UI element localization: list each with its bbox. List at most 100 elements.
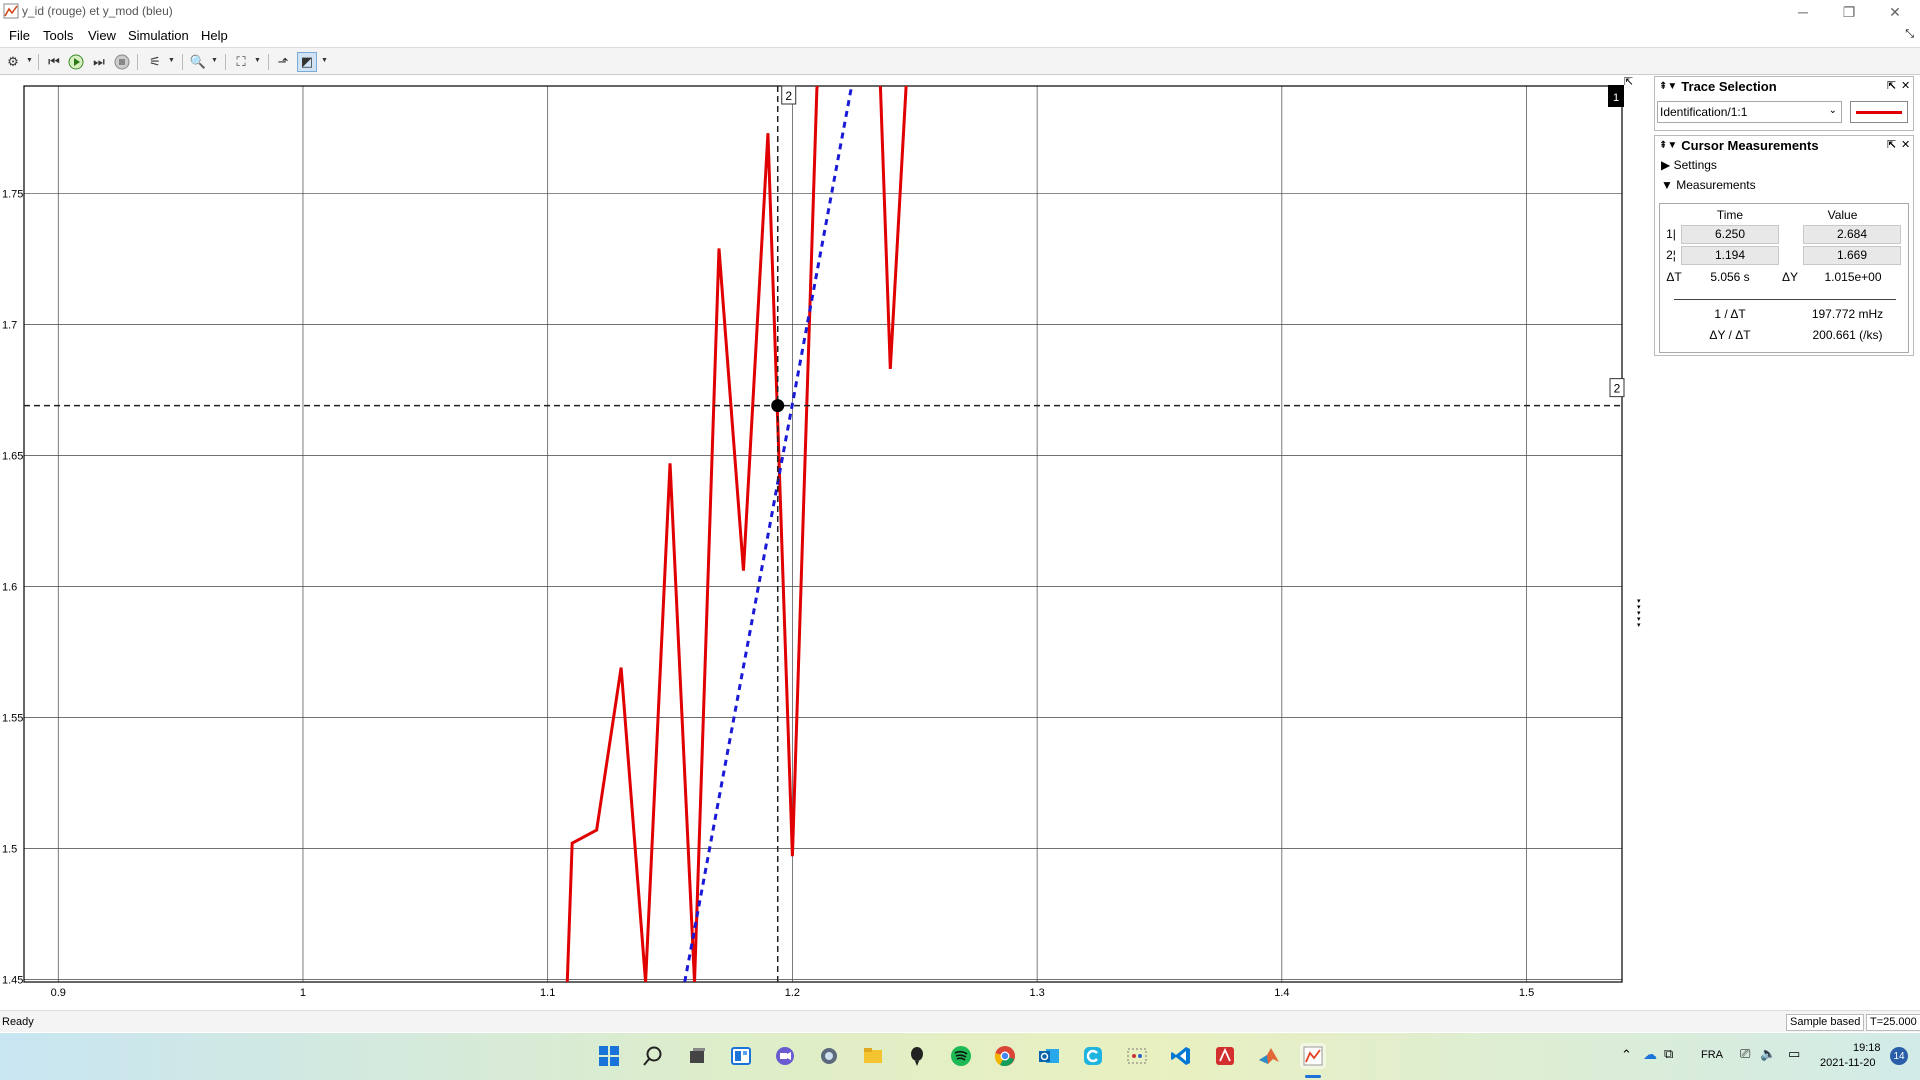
menu-bar: File Tools View Simulation Help ⤡: [0, 24, 1920, 46]
spotify-icon[interactable]: [948, 1043, 974, 1069]
cursor1-time[interactable]: 6.250: [1681, 225, 1779, 244]
pin-icon[interactable]: ⇞▼: [1659, 139, 1678, 151]
cursor1-label: 1|: [1666, 227, 1676, 241]
zoom-dropdown-icon[interactable]: ▼: [211, 57, 218, 64]
title-bar: y_id (rouge) et y_mod (bleu) ─ ❐ ✕: [0, 0, 1920, 24]
status-bar: Ready Sample based T=25.000: [0, 1010, 1920, 1032]
settings-label: Settings: [1673, 158, 1717, 172]
x-tick-label: 1.2: [785, 987, 800, 999]
teams-chat-icon[interactable]: [772, 1043, 798, 1069]
toolbar-separator: [182, 54, 183, 70]
x-tick-label: 1.3: [1029, 987, 1044, 999]
y-tick-label: 1.75: [2, 188, 23, 200]
trace-line-sample: [1856, 111, 1902, 114]
scope-plot-area[interactable]: 0.9 1 1.1 1.2 1.3 1.4 1.5 1.45 1.5 1.55 1.6 1.65 1.7…: [0, 75, 1650, 1004]
menu-tools[interactable]: Tools: [43, 28, 74, 43]
undock-plot-icon[interactable]: ⇱: [1624, 75, 1633, 88]
fit-icon[interactable]: ⛶: [236, 54, 246, 69]
menu-simulation[interactable]: Simulation: [128, 28, 189, 43]
cursor-dropdown-icon[interactable]: ▼: [321, 57, 328, 64]
clock-date[interactable]: 2021-11-20: [1820, 1057, 1876, 1069]
trace-dropdown[interactable]: Identification/1:1 ⌄: [1657, 101, 1842, 123]
measurements-section-toggle[interactable]: ▼ Measurements: [1661, 178, 1756, 192]
alienware-icon[interactable]: [904, 1043, 930, 1069]
matlab-icon[interactable]: [1256, 1043, 1282, 1069]
series-y-mod-line: [683, 88, 853, 982]
tray-overflow-icon[interactable]: ⌃: [1621, 1047, 1632, 1062]
trace-selection-title: Trace Selection: [1681, 78, 1777, 94]
notification-badge[interactable]: 14: [1890, 1047, 1908, 1065]
step-back-icon[interactable]: ⏮: [48, 54, 60, 69]
horizontal-cursor-label: 2: [1614, 382, 1621, 396]
menu-help[interactable]: Help: [201, 28, 228, 43]
cursor-measurements-icon[interactable]: ◩: [297, 52, 317, 72]
y-tick-label: 1.5: [2, 843, 17, 855]
trace-selection-panel: ⇞▼ Trace Selection ⇱ ✕ Identification/1:…: [1654, 76, 1914, 131]
undock-icon[interactable]: ⇱: [1887, 80, 1897, 92]
snipping-tool-icon[interactable]: [1124, 1043, 1150, 1069]
menu-overflow-icon[interactable]: ⤡: [1905, 28, 1914, 40]
zoom-icon[interactable]: 🔍: [189, 54, 207, 69]
toolbar: ⚙ ▼ ⏮ ⏭ ⚟ ▼ 🔍 ▼ ⛶ ▼ ⬏ ◩ ▼: [0, 47, 1920, 75]
pin-icon[interactable]: ⇞▼: [1659, 80, 1678, 92]
measurements-divider: [1674, 299, 1896, 300]
language-indicator[interactable]: FRA: [1701, 1049, 1723, 1061]
horizontal-cursor-tag[interactable]: [1609, 378, 1625, 398]
display-icon[interactable]: ⎚: [1740, 1046, 1751, 1061]
col-value-header: Value: [1827, 208, 1858, 222]
highlight-icon[interactable]: ⚟: [149, 54, 161, 69]
inverse-delta-t-label: 1 / ΔT: [1714, 307, 1746, 321]
measurements-table: Time Value 1| 6.250 2.684 2¦ 1.194 1.669…: [1659, 203, 1909, 353]
cursor-1-marker[interactable]: [1608, 85, 1624, 107]
task-view-icon[interactable]: [684, 1043, 710, 1069]
settings-icon[interactable]: ⚙: [7, 54, 19, 69]
search-icon[interactable]: [640, 1043, 666, 1069]
clock-time[interactable]: 19:18: [1853, 1042, 1881, 1054]
status-sample-mode: Sample based: [1786, 1014, 1865, 1031]
y-tick-label: 1.65: [2, 450, 23, 462]
toolbar-separator: [38, 54, 39, 70]
panel-collapse-arrows[interactable]: ▾ ▾ ▾ ▾ ▾: [1637, 598, 1641, 629]
triggers-icon[interactable]: ⬏: [277, 54, 289, 69]
minimize-button[interactable]: ─: [1798, 4, 1808, 20]
step-forward-icon[interactable]: ⏭: [93, 54, 105, 69]
status-sim-time: T=25.000: [1866, 1014, 1920, 1031]
app-c-icon[interactable]: [1080, 1043, 1106, 1069]
scope-plot[interactable]: 0.9 1 1.1 1.2 1.3 1.4 1.5 1.45 1.5 1.55 1.6 1.65 1.7…: [0, 75, 1650, 1004]
run-icon[interactable]: [66, 52, 86, 72]
menu-view[interactable]: View: [88, 28, 116, 43]
battery-icon[interactable]: ▭: [1788, 1046, 1801, 1061]
close-button[interactable]: ✕: [1889, 3, 1901, 20]
trace-color-swatch[interactable]: [1850, 101, 1908, 123]
inverse-delta-t-value: 197.772 mHz: [1811, 307, 1884, 321]
menu-file[interactable]: File: [9, 28, 30, 43]
chrome-icon[interactable]: [992, 1043, 1018, 1069]
acrobat-icon[interactable]: [1212, 1043, 1238, 1069]
onedrive-icon[interactable]: ☁: [1643, 1046, 1657, 1062]
highlight-dropdown-icon[interactable]: ▼: [168, 57, 175, 64]
settings-section-toggle[interactable]: ▶ Settings: [1661, 158, 1717, 172]
file-explorer-icon[interactable]: [860, 1043, 886, 1069]
y-tick-label: 1.6: [2, 581, 17, 593]
vscode-icon[interactable]: [1168, 1043, 1194, 1069]
settings-dropdown-icon[interactable]: ▼: [26, 57, 33, 64]
cursor2-time[interactable]: 1.194: [1681, 246, 1779, 265]
settings-gear-icon[interactable]: [816, 1043, 842, 1069]
undock-icon[interactable]: ⇱: [1887, 139, 1897, 151]
vertical-cursor-tag[interactable]: [781, 85, 797, 105]
stop-icon[interactable]: [112, 52, 132, 72]
tray-app-icon[interactable]: ⧉: [1664, 1046, 1674, 1061]
volume-icon[interactable]: 🔈: [1760, 1046, 1777, 1061]
restore-button[interactable]: ❐: [1842, 3, 1856, 20]
x-tick-label: 1: [300, 987, 306, 999]
outlook-icon[interactable]: [1036, 1043, 1062, 1069]
windows-start-icon[interactable]: [596, 1043, 622, 1069]
y-tick-label: 1.55: [2, 712, 23, 724]
cursor1-value: 2.684: [1803, 225, 1901, 244]
scope-window-icon[interactable]: [1300, 1043, 1326, 1069]
fit-dropdown-icon[interactable]: ▼: [254, 57, 261, 64]
panel-close-icon[interactable]: ✕: [1901, 139, 1911, 151]
widgets-icon[interactable]: [728, 1043, 754, 1069]
panel-close-icon[interactable]: ✕: [1901, 80, 1911, 92]
cursor-intersection-marker[interactable]: [771, 399, 785, 413]
